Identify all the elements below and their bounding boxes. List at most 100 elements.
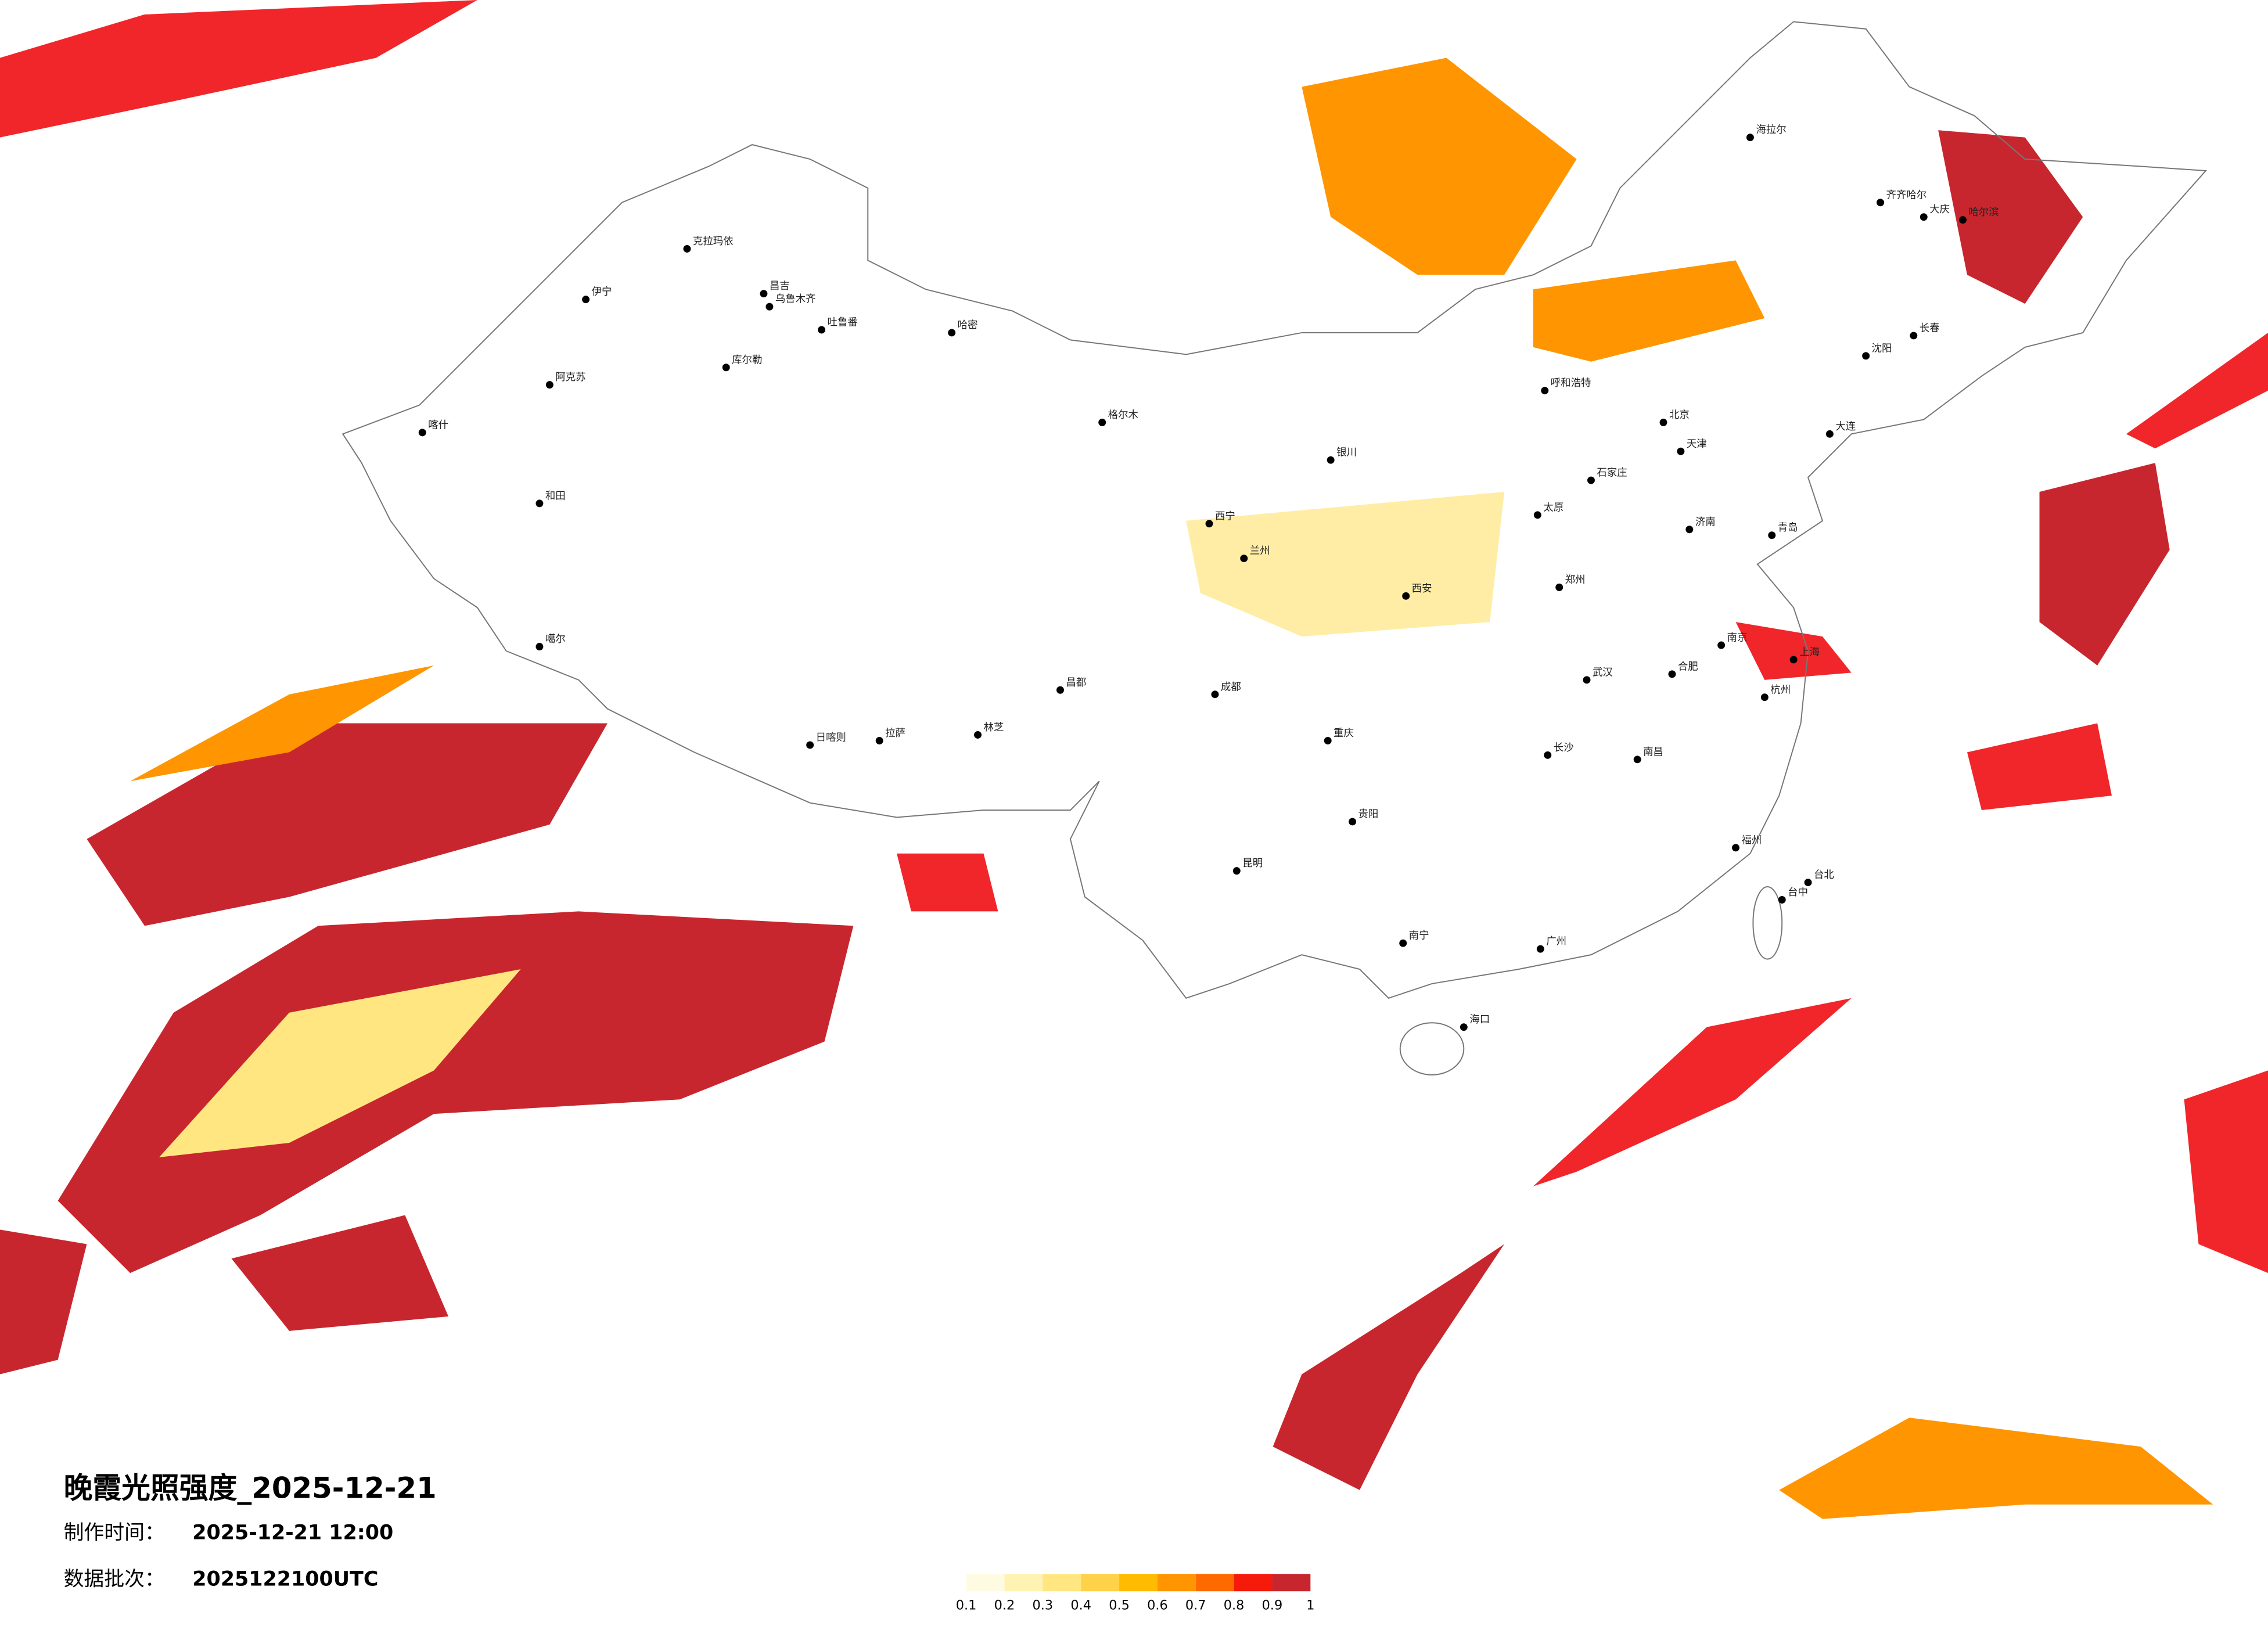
city-dot xyxy=(1877,199,1885,207)
glow-area xyxy=(1779,1418,2213,1519)
glow-area xyxy=(2184,1070,2268,1274)
legend-swatch xyxy=(1081,1574,1120,1592)
glow-area xyxy=(1735,622,1852,680)
city-dot xyxy=(1544,751,1552,759)
city-dot xyxy=(1056,686,1064,694)
city-label: 海拉尔 xyxy=(1756,124,1786,136)
city-dot xyxy=(1910,332,1918,340)
city-dot xyxy=(1685,526,1694,534)
city-dot xyxy=(1205,520,1213,528)
legend-swatch xyxy=(1234,1574,1273,1592)
city-dot xyxy=(1583,676,1591,684)
city-label: 南昌 xyxy=(1643,746,1663,758)
city-label: 噶尔 xyxy=(545,634,566,645)
city-dot xyxy=(760,290,768,298)
island-border xyxy=(1752,886,1783,960)
city-dot xyxy=(1732,844,1739,852)
legend-tick-label: 0.3 xyxy=(1033,1598,1054,1613)
glow-area xyxy=(1302,57,1577,275)
city-label: 合肥 xyxy=(1678,661,1698,672)
city-label: 喀什 xyxy=(428,419,448,431)
city-dot xyxy=(1717,641,1726,649)
city-dot xyxy=(1760,693,1769,702)
glow-area xyxy=(130,665,434,782)
city-dot xyxy=(1862,352,1870,360)
batch-value: 2025122100UTC xyxy=(192,1567,378,1591)
city-dot xyxy=(974,731,982,739)
city-label: 拉萨 xyxy=(885,728,905,739)
legend-swatch xyxy=(966,1574,1005,1592)
legend-tick-label: 0.9 xyxy=(1262,1598,1283,1613)
city-label: 广州 xyxy=(1546,936,1566,948)
legend-tick-label: 0.6 xyxy=(1147,1598,1168,1613)
city-dot xyxy=(1804,879,1812,887)
city-dot xyxy=(875,736,883,744)
glow-area xyxy=(1533,260,1765,362)
city-dot xyxy=(683,244,691,253)
glow-area xyxy=(2039,463,2170,665)
title: 晚霞光照强度_2025-12-21 xyxy=(64,1471,437,1505)
glow-area xyxy=(57,911,854,1274)
city-label: 武汉 xyxy=(1593,667,1613,678)
legend-swatch xyxy=(1043,1574,1081,1592)
city-label: 哈密 xyxy=(958,319,978,331)
city-label: 北京 xyxy=(1669,409,1690,421)
glow-area xyxy=(897,853,998,912)
city-label: 哈尔滨 xyxy=(1968,207,1999,218)
glow-field xyxy=(0,0,2268,1519)
city-label: 天津 xyxy=(1687,438,1707,450)
city-dot xyxy=(1232,867,1241,875)
city-label: 和田 xyxy=(545,490,566,502)
city-label: 杭州 xyxy=(1770,684,1791,696)
city-label: 昆明 xyxy=(1242,858,1263,869)
city-dot xyxy=(1555,583,1563,591)
city-dot xyxy=(1211,690,1219,699)
city-dot xyxy=(418,429,426,437)
city-label: 上海 xyxy=(1799,646,1820,658)
legend-tick-label: 0.5 xyxy=(1109,1598,1130,1613)
city-dot xyxy=(1098,418,1106,426)
city-label: 长春 xyxy=(1920,322,1940,334)
country-border xyxy=(342,21,2208,999)
city-label: 伊宁 xyxy=(592,286,612,298)
city-label: 南宁 xyxy=(1409,930,1429,942)
city-label: 西安 xyxy=(1412,583,1432,595)
city-label: 兰州 xyxy=(1250,545,1270,557)
city-dot xyxy=(722,364,730,372)
city-label: 石家庄 xyxy=(1597,467,1627,479)
glow-area xyxy=(0,0,477,138)
city-dot xyxy=(1825,430,1834,438)
legend-tick-label: 0.1 xyxy=(956,1598,977,1613)
glow-area xyxy=(231,1215,449,1331)
city-dot xyxy=(765,303,774,311)
city-label: 太原 xyxy=(1543,502,1563,513)
glow-area xyxy=(1186,491,1505,637)
city-label: 海口 xyxy=(1469,1014,1490,1026)
city-dot xyxy=(1327,456,1335,464)
city-label: 大连 xyxy=(1835,421,1856,433)
colorbar: 0.1 0.2 0.3 0.4 0.5 0.6 0.7 0.8 0.9 1 xyxy=(956,1574,1314,1613)
city-dot xyxy=(806,741,814,749)
city-dot xyxy=(1536,945,1544,953)
city-label: 长沙 xyxy=(1554,742,1574,754)
city-dot xyxy=(1789,656,1798,664)
city-dot xyxy=(1533,511,1541,519)
city-label: 银川 xyxy=(1336,447,1357,459)
city-label: 沈阳 xyxy=(1872,343,1892,354)
city-dot xyxy=(1746,134,1754,142)
legend-tick-label: 0.8 xyxy=(1224,1598,1245,1613)
glow-area xyxy=(1938,130,2083,304)
legend-tick-label: 1 xyxy=(1306,1598,1314,1613)
city-label: 贵阳 xyxy=(1358,808,1379,820)
city-label: 青岛 xyxy=(1778,522,1798,534)
glow-area xyxy=(1273,1244,1505,1490)
city-label: 昌吉 xyxy=(770,280,790,292)
island-border xyxy=(1399,1022,1465,1075)
city-dot xyxy=(1920,213,1928,221)
batch-label: 数据批次： xyxy=(64,1567,165,1591)
city-label: 齐齐哈尔 xyxy=(1886,189,1927,201)
city-label: 大庆 xyxy=(1929,204,1950,215)
city-dot xyxy=(1324,736,1332,744)
